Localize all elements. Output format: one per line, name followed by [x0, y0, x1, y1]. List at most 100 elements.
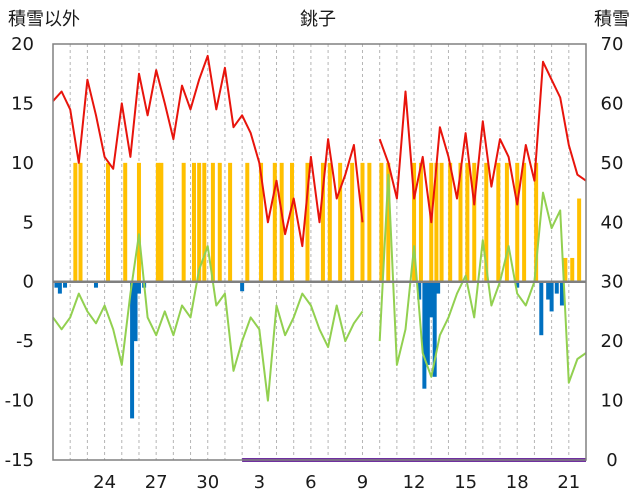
- x-tick-label: 24: [93, 472, 116, 493]
- bar-mark: [202, 162, 207, 282]
- left-tick-label: -5: [16, 331, 34, 352]
- bar-mark: [504, 162, 509, 282]
- bar-mark: [417, 281, 422, 300]
- plot-border: [52, 43, 587, 461]
- bar-mark: [496, 162, 501, 282]
- right-axis-label: 積雪: [594, 9, 630, 30]
- bar-mark: [432, 281, 437, 377]
- bar-layer: [54, 162, 582, 419]
- bar-mark: [93, 281, 98, 288]
- bar-mark: [522, 162, 527, 282]
- bar-mark: [559, 281, 564, 306]
- bar-mark: [133, 281, 138, 342]
- bar-mark: [412, 162, 417, 282]
- bar-mark: [425, 281, 430, 365]
- bar-mark: [106, 162, 111, 282]
- right-tick-label: 20: [601, 331, 624, 352]
- chart-title: 銚子: [300, 9, 336, 30]
- left-tick-label: -15: [5, 450, 34, 471]
- right-tick-label: 60: [601, 93, 624, 114]
- bar-mark: [546, 281, 551, 300]
- bar-mark: [279, 162, 284, 282]
- x-tick-label: 18: [506, 472, 529, 493]
- bar-mark: [228, 162, 233, 282]
- bar-mark: [63, 281, 68, 288]
- right-tick-label: 70: [601, 34, 624, 55]
- bar-mark: [436, 281, 441, 294]
- x-tick-label: 21: [557, 472, 580, 493]
- bar-mark: [240, 281, 245, 292]
- bar-mark: [191, 162, 196, 282]
- right-tick-label: 50: [601, 153, 624, 174]
- bar-mark: [539, 281, 544, 336]
- bar-mark: [434, 162, 439, 282]
- x-tick-label: 6: [305, 472, 316, 493]
- bar-mark: [472, 162, 477, 282]
- bar-mark: [439, 162, 444, 282]
- bar-mark: [57, 281, 62, 294]
- bar-mark: [289, 162, 294, 282]
- bar-mark: [181, 162, 186, 282]
- bar-mark: [350, 162, 355, 282]
- bar-mark: [130, 281, 135, 419]
- right-tick-label: 40: [601, 212, 624, 233]
- bar-mark: [515, 162, 520, 282]
- bar-mark: [465, 162, 470, 282]
- plot-frame: [52, 43, 587, 461]
- bar-mark: [197, 162, 202, 282]
- right-tick-label: 10: [601, 391, 624, 412]
- bar-mark: [210, 162, 215, 282]
- bar-mark: [305, 162, 310, 282]
- series-line: [378, 173, 587, 384]
- bar-mark: [259, 162, 264, 282]
- bar-mark: [245, 162, 250, 282]
- bar-mark: [136, 281, 141, 294]
- bar-mark: [320, 162, 325, 282]
- bar-mark: [484, 162, 489, 282]
- bar-mark: [123, 162, 128, 282]
- bar-mark: [429, 281, 434, 318]
- bar-mark: [272, 162, 277, 282]
- bar-mark: [73, 162, 78, 282]
- bar-mark: [418, 162, 423, 282]
- series-line: [52, 233, 364, 402]
- bar-mark: [577, 198, 582, 282]
- bar-mark: [554, 281, 559, 294]
- x-tick-label: 15: [454, 472, 477, 493]
- bar-mark: [379, 162, 384, 282]
- x-tick-label: 3: [254, 472, 265, 493]
- bar-mark: [448, 162, 453, 282]
- bar-mark: [458, 162, 463, 282]
- bar-mark: [549, 281, 554, 312]
- bar-mark: [570, 257, 575, 282]
- bar-mark: [217, 162, 222, 282]
- bar-mark: [327, 162, 332, 282]
- right-tick-label: 0: [606, 450, 617, 471]
- bar-mark: [338, 162, 343, 282]
- bar-mark: [515, 281, 520, 288]
- left-tick-label: 5: [23, 212, 34, 233]
- x-tick-label: 30: [196, 472, 219, 493]
- left-tick-label: 0: [23, 272, 34, 293]
- left-tick-label: 20: [11, 34, 34, 55]
- left-tick-label: 15: [11, 93, 34, 114]
- right-tick-label: 30: [601, 272, 624, 293]
- bar-mark: [136, 162, 141, 282]
- left-axis-label: 積雪以外: [8, 9, 80, 30]
- bar-mark: [534, 162, 539, 282]
- x-tick-label: 27: [145, 472, 168, 493]
- x-tick-label: 12: [403, 472, 426, 493]
- bar-mark: [367, 162, 372, 282]
- left-tick-label: 10: [11, 153, 34, 174]
- bar-mark: [563, 257, 568, 282]
- bar-mark: [54, 281, 59, 288]
- series-line: [378, 60, 587, 224]
- x-tick-label: 9: [357, 472, 368, 493]
- bar-mark: [78, 162, 83, 282]
- bar-mark: [386, 162, 391, 282]
- bar-mark: [155, 162, 160, 282]
- bar-mark: [422, 281, 427, 389]
